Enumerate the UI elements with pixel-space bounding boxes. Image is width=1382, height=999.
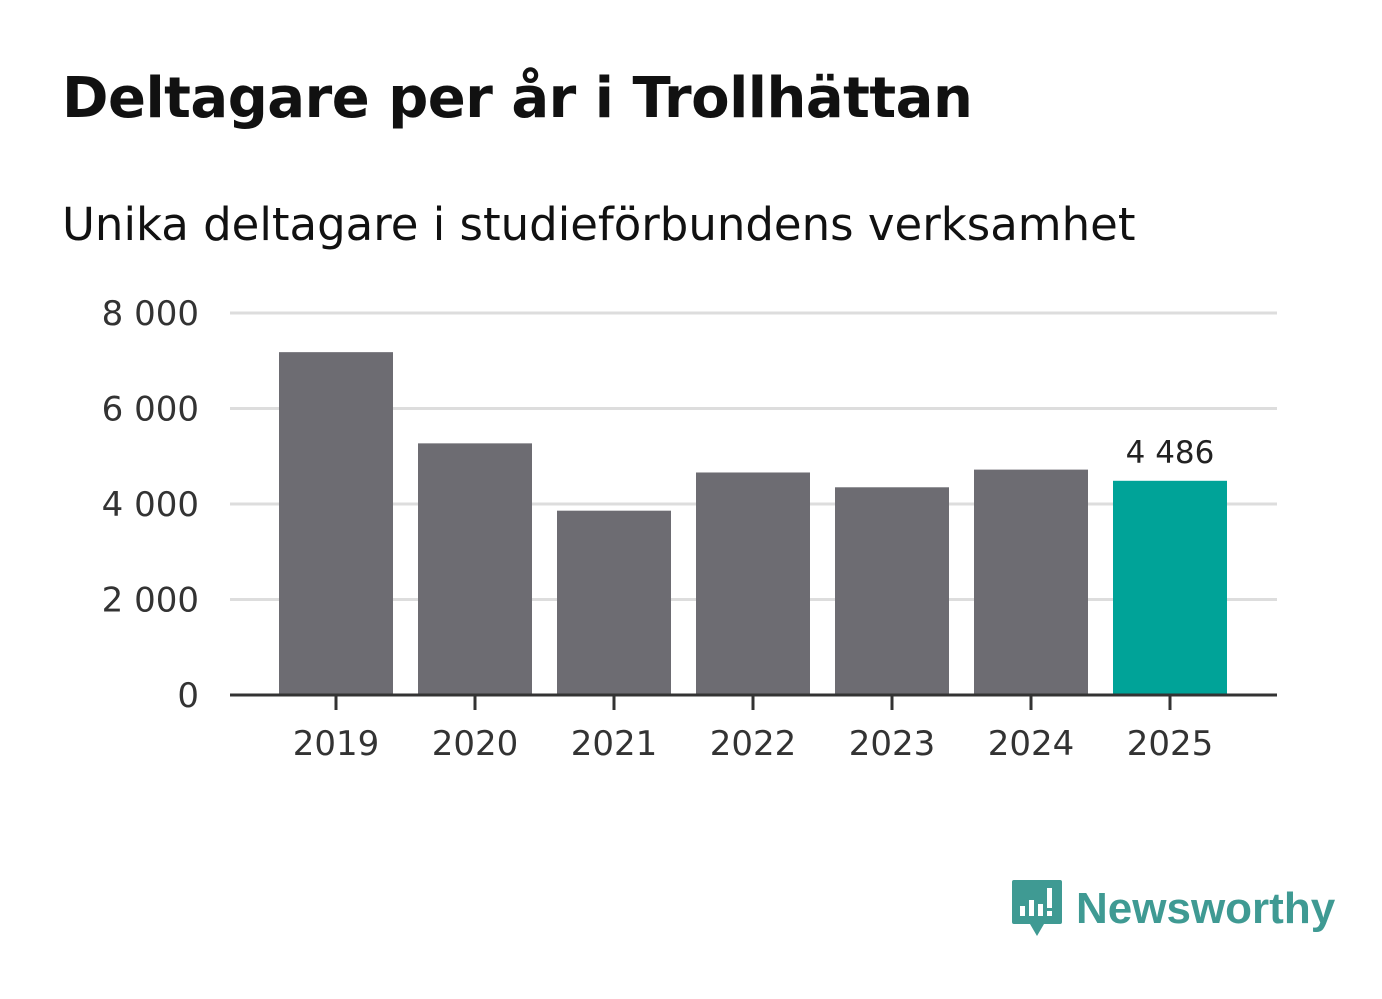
x-tick-label: 2021: [571, 724, 658, 764]
bar-2022: [696, 472, 810, 695]
x-tick-label: 2022: [710, 724, 797, 764]
x-tick-label: 2023: [849, 724, 936, 764]
bar-2021: [557, 510, 671, 695]
bar-2019: [279, 352, 393, 695]
x-tick-label: 2024: [988, 724, 1075, 764]
x-tick-label: 2019: [293, 724, 380, 764]
bar-2024: [974, 469, 1088, 695]
newsworthy-speech-bubble-chart-icon: [1012, 880, 1062, 936]
bar-2020: [418, 443, 532, 695]
data-label: 4 486: [1126, 435, 1215, 471]
bar-chart: 0 2 000 4 000 6 000 8 000 2019 2020 2021 2022 202…: [102, 294, 1277, 764]
logo-text: Newsworthy: [1076, 884, 1336, 933]
x-tick-label: 2020: [432, 724, 519, 764]
labels: 0 2 000 4 000 6 000 8 000 2019 2020 2021 2022 202…: [102, 294, 1215, 764]
bars: [279, 352, 1227, 695]
y-tick-label: 8 000: [102, 294, 199, 334]
y-tick-label: 2 000: [102, 581, 199, 621]
bar-2025: [1113, 480, 1227, 695]
x-axis: [230, 693, 1277, 710]
bar-2023: [835, 487, 949, 695]
y-tick-label: 0: [177, 676, 199, 716]
y-tick-label: 4 000: [102, 485, 199, 525]
chart-subtitle: Unika deltagare i studieförbundens verks…: [62, 198, 1136, 251]
x-tick-label: 2025: [1127, 724, 1214, 764]
newsworthy-logo: Newsworthy: [1010, 878, 1335, 940]
chart-title: Deltagare per år i Trollhättan: [62, 66, 973, 131]
y-tick-label: 6 000: [102, 390, 199, 430]
